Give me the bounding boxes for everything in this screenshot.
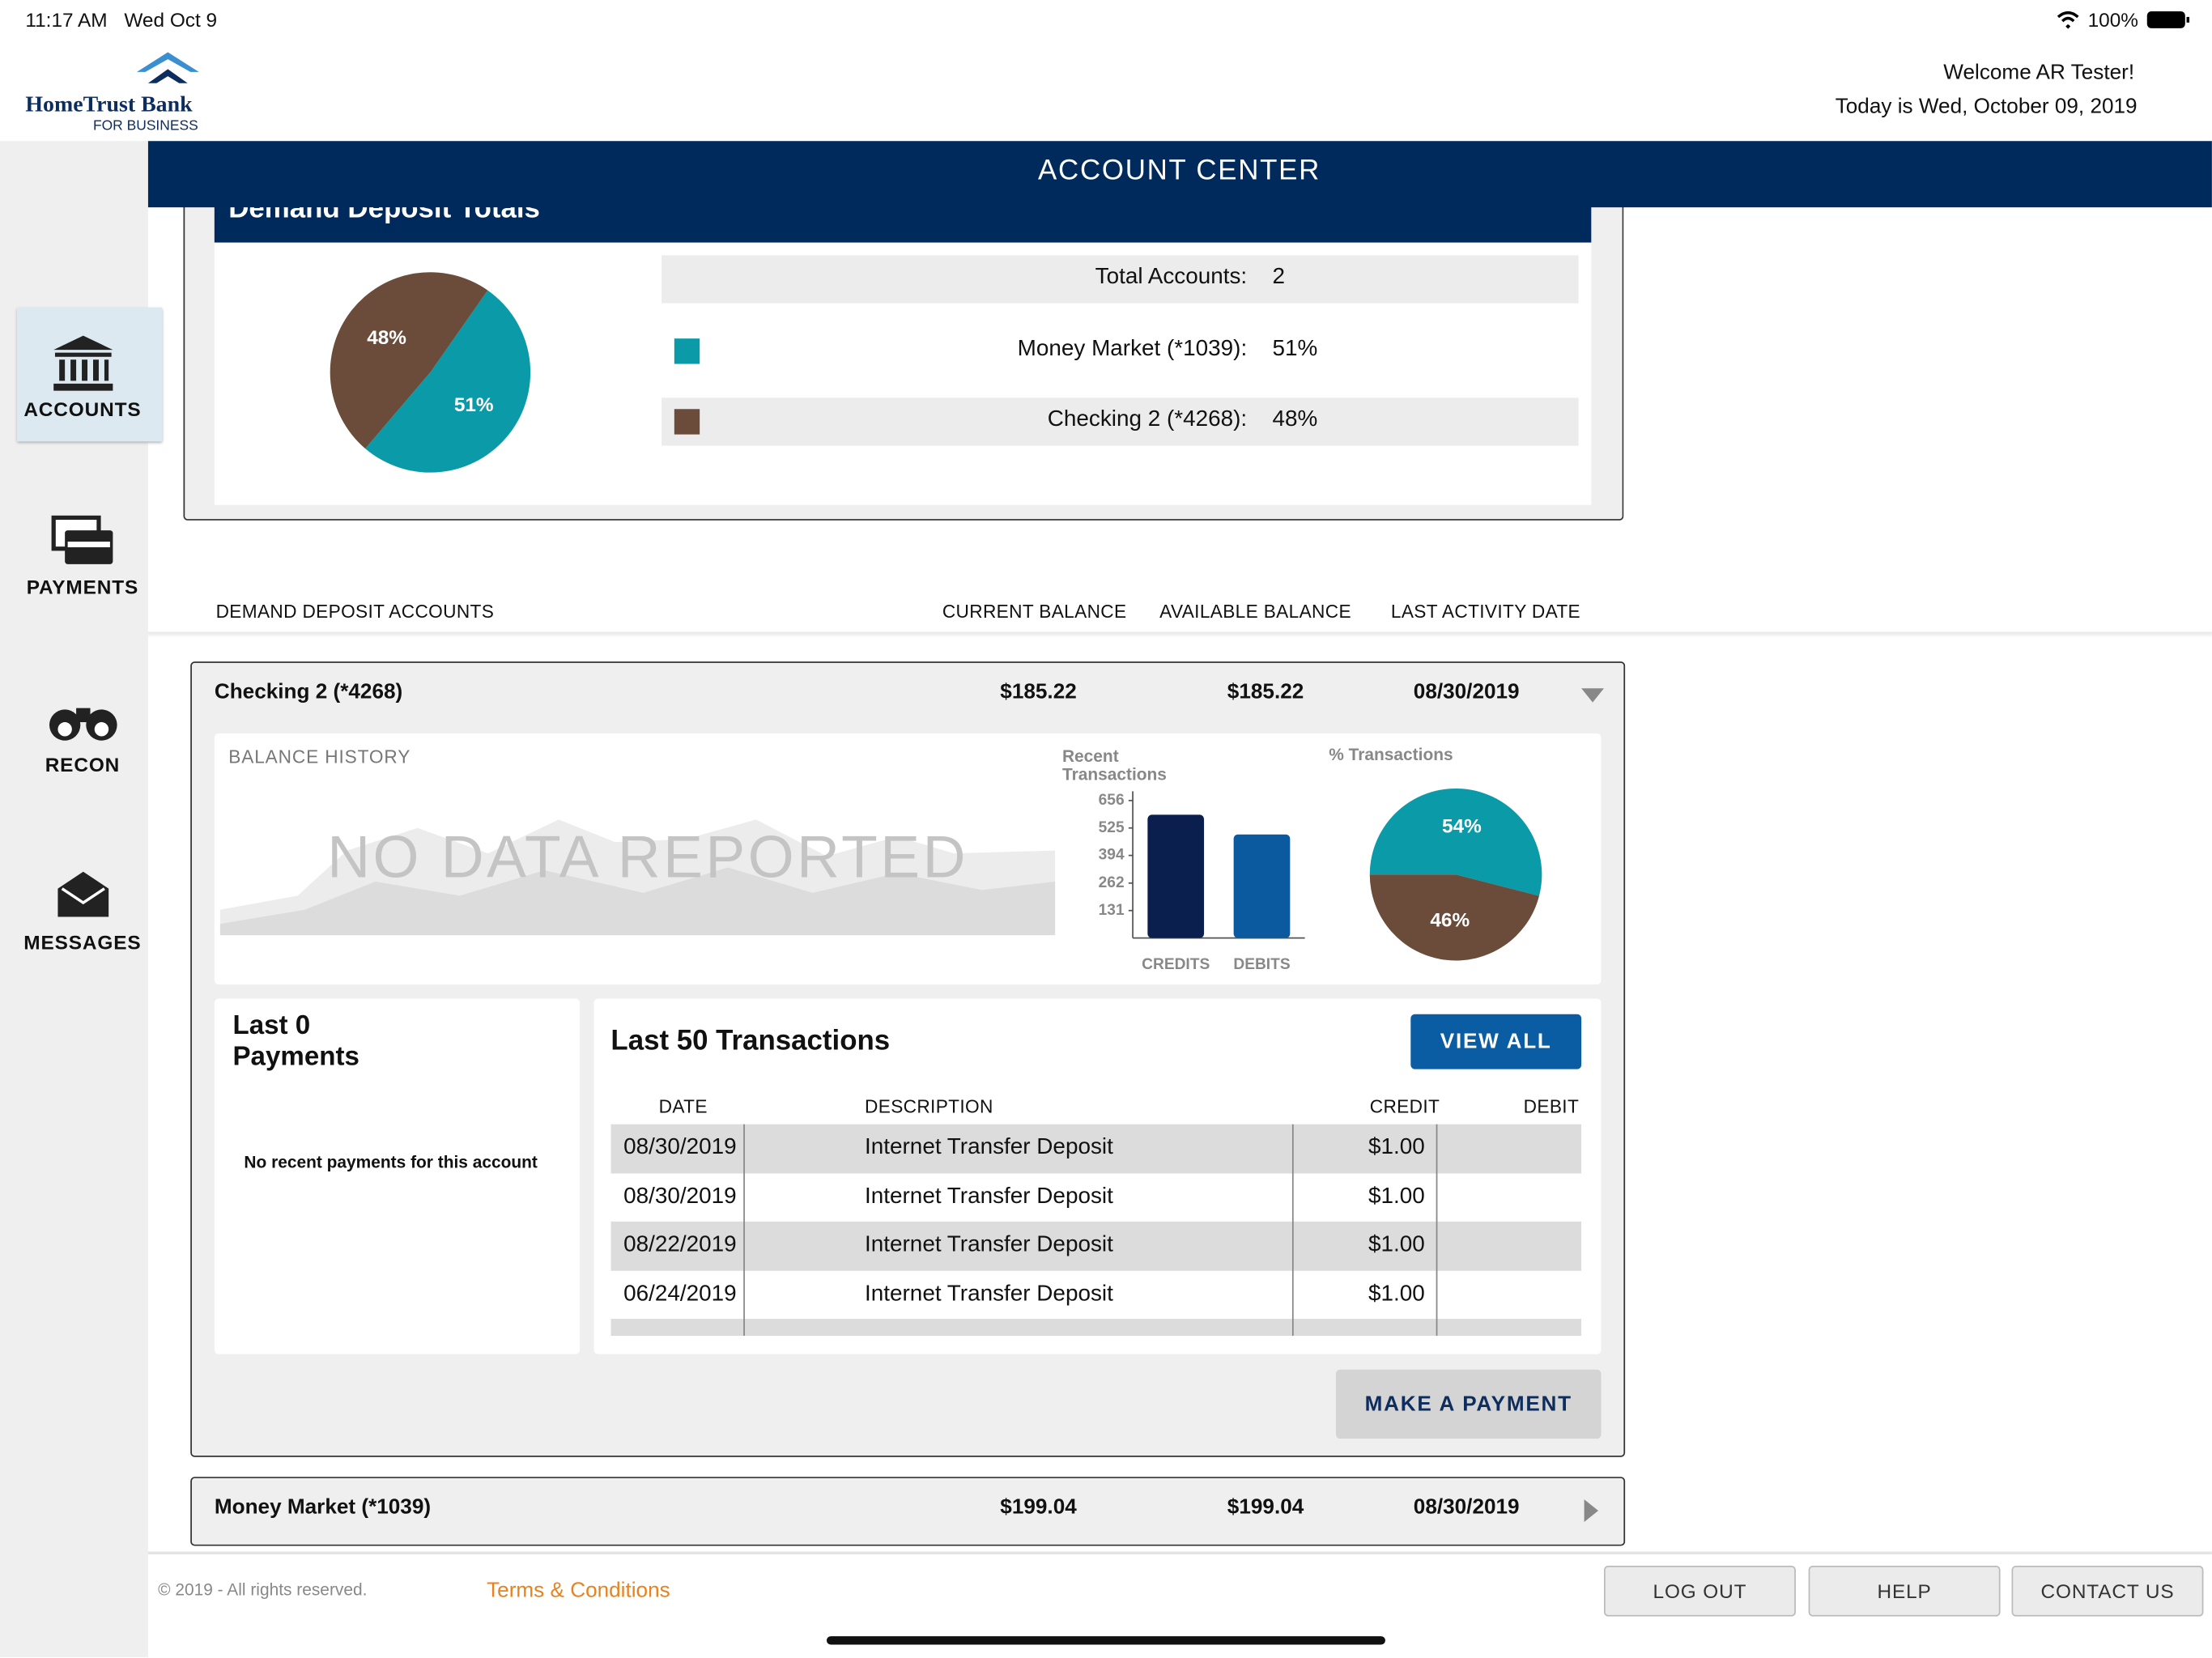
account-current: $185.22 — [1000, 679, 1077, 704]
transaction-row — [610, 1221, 1582, 1270]
account-name: Money Market (*1039) — [214, 1494, 432, 1520]
logo-text: HomeTrust Bank — [25, 92, 193, 117]
transaction-column-header: CREDIT — [1369, 1095, 1440, 1117]
nav-icons — [49, 335, 117, 917]
transaction-credit: $1.00 — [1368, 1281, 1425, 1306]
transaction-credit: $1.00 — [1368, 1184, 1425, 1209]
contact-button[interactable]: CONTACT US — [2011, 1565, 2204, 1617]
payments-empty: No recent payments for this account — [244, 1152, 538, 1172]
legend-label: Money Market (*1039): — [1017, 337, 1248, 362]
transaction-row — [610, 1319, 1582, 1336]
nav-accounts[interactable]: ACCOUNTS — [23, 397, 142, 421]
transaction-credit: $1.00 — [1368, 1232, 1425, 1257]
legend-value: 51% — [1272, 337, 1318, 362]
view-all-button[interactable]: VIEW ALL — [1410, 1014, 1582, 1069]
collapse-arrow[interactable] — [1580, 686, 1605, 705]
transaction-description: Internet Transfer Deposit — [865, 1135, 1113, 1160]
page-title: ACCOUNT CENTER — [1038, 155, 1321, 186]
copyright: © 2019 - All rights reserved. — [158, 1579, 368, 1600]
legend-swatch — [674, 409, 700, 435]
account-date: 08/30/2019 — [1413, 679, 1520, 704]
account-available: $199.04 — [1227, 1494, 1304, 1520]
status-battery: 100% — [2087, 8, 2139, 32]
column-header: CURRENT BALANCE — [942, 601, 1127, 623]
transaction-row — [610, 1172, 1582, 1222]
transaction-date: 08/22/2019 — [623, 1232, 737, 1257]
status-date: Wed Oct 9 — [124, 8, 218, 32]
welcome: Welcome AR Tester! — [1943, 60, 2135, 85]
account-name: Checking 2 (*4268) — [214, 679, 403, 704]
transaction-credit: $1.00 — [1368, 1135, 1425, 1160]
balance-history-placeholder — [219, 819, 1056, 936]
title-bar — [147, 141, 2212, 208]
column-header: LAST ACTIVITY DATE — [1390, 601, 1581, 623]
transaction-date: 08/30/2019 — [623, 1135, 737, 1160]
transaction-column-header: DEBIT — [1523, 1095, 1580, 1117]
logout-button[interactable]: LOG OUT — [1603, 1565, 1796, 1617]
help-button[interactable]: HELP — [1808, 1565, 2001, 1617]
logo-icon — [137, 52, 199, 83]
totals-row-bg — [661, 397, 1579, 446]
nav-active-tile — [16, 307, 163, 442]
transaction-row — [610, 1269, 1582, 1320]
transaction-description: Internet Transfer Deposit — [865, 1281, 1113, 1306]
bar-chart-title: Recent Transactions — [1061, 746, 1167, 784]
pie-chart-title: % Transactions — [1329, 744, 1453, 765]
divider — [147, 631, 2212, 638]
expand-arrow[interactable] — [1581, 1498, 1601, 1523]
today: Today is Wed, October 09, 2019 — [1835, 94, 2138, 119]
column-header: AVAILABLE BALANCE — [1159, 601, 1351, 623]
account-current: $199.04 — [1000, 1494, 1077, 1520]
column-divider — [1291, 1124, 1294, 1336]
transactions-title: Last 50 Transactions — [610, 1025, 891, 1056]
legend-value: 48% — [1272, 407, 1318, 432]
totals-row-bg — [661, 255, 1579, 304]
status-icons — [2057, 11, 2190, 29]
transaction-description: Internet Transfer Deposit — [865, 1232, 1113, 1257]
nav-recon[interactable]: RECON — [45, 753, 121, 776]
no-data: NO DATA REPORTED — [327, 823, 968, 891]
transaction-column-header: DESCRIPTION — [865, 1095, 993, 1117]
make-payment-button[interactable]: MAKE A PAYMENT — [1335, 1369, 1602, 1439]
transaction-row — [610, 1124, 1582, 1173]
balance-history-label: BALANCE HISTORY — [228, 746, 411, 767]
legend-label: Checking 2 (*4268): — [1047, 407, 1248, 432]
total-accounts-value: 2 — [1272, 265, 1286, 290]
account-card[interactable] — [190, 1477, 1626, 1546]
payments-panel — [214, 998, 581, 1354]
transaction-date: 08/30/2019 — [623, 1184, 737, 1209]
nav-payments[interactable]: PAYMENTS — [26, 575, 139, 598]
logo-sub: FOR BUSINESS — [92, 118, 198, 134]
account-available: $185.22 — [1227, 679, 1304, 704]
transactions-table: 08/30/2019 Internet Transfer Deposit $1.00… — [610, 1124, 1582, 1336]
transaction-column-header: DATE — [658, 1095, 708, 1117]
column-header: DEMAND DEPOSIT ACCOUNTS — [215, 601, 495, 623]
terms-link[interactable]: Terms & Conditions — [487, 1578, 670, 1603]
total-accounts-label: Total Accounts: — [1095, 265, 1248, 290]
account-date: 08/30/2019 — [1413, 1494, 1520, 1520]
transaction-description: Internet Transfer Deposit — [865, 1184, 1113, 1209]
payments-title: Last 0 Payments — [232, 1011, 359, 1073]
nav-messages[interactable]: MESSAGES — [23, 930, 142, 954]
column-divider — [743, 1124, 745, 1336]
transaction-date: 06/24/2019 — [623, 1281, 737, 1306]
legend-swatch — [674, 338, 700, 364]
home-indicator — [826, 1636, 1385, 1645]
status-time: 11:17 AM — [25, 8, 108, 32]
column-divider — [1436, 1124, 1438, 1336]
